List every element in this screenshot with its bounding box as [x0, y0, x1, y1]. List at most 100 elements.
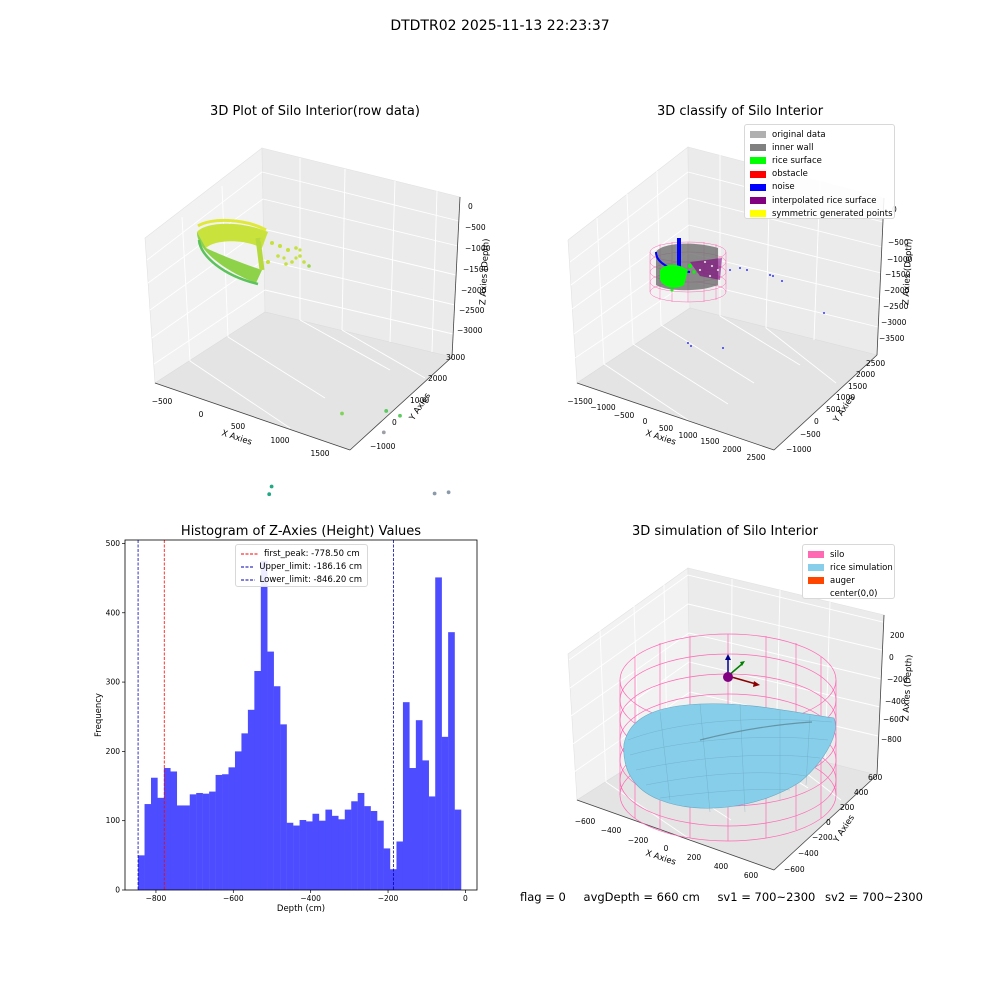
- panel1-ztick: −2500: [459, 306, 485, 315]
- legend-entry: original data: [750, 128, 889, 141]
- legend-label: rice simulation: [830, 562, 893, 573]
- panel1-xtick: −500: [152, 397, 173, 406]
- panel1-ztick: −3000: [457, 326, 483, 335]
- histogram-bar: [293, 825, 300, 890]
- panel1-ztick: 0: [468, 202, 473, 211]
- panel4-ytick: −200: [812, 833, 833, 842]
- panel4-xlabel: X Axies: [644, 848, 677, 867]
- panel2-ytick: 1500: [848, 382, 867, 391]
- legend-label: interpolated rice surface: [772, 195, 877, 206]
- legend-label: rice surface: [772, 155, 822, 166]
- xtick-label: −800: [146, 894, 167, 903]
- histogram-bar: [409, 768, 417, 890]
- histogram-bar: [441, 736, 449, 890]
- legend-entry: noise: [750, 181, 889, 194]
- legend-label: first_peak: -778.50 cm: [264, 548, 360, 559]
- histogram-bar: [247, 709, 255, 890]
- panel2-xtick: −1000: [590, 403, 616, 412]
- figure-suptitle: DTDTR02 2025-11-13 22:23:37: [390, 18, 610, 34]
- histogram-bar: [331, 815, 339, 890]
- histogram-bar: [209, 791, 216, 890]
- histogram-bar: [402, 702, 410, 890]
- panel2-legend: original data inner wall rice surface ob…: [744, 124, 895, 219]
- legend-entry: rice surface: [750, 154, 889, 167]
- panel1-scatter-points: [267, 409, 451, 497]
- panel4-rice-mesh: [627, 703, 833, 813]
- panel2-ztick: −2000: [884, 286, 910, 295]
- histogram-bar: [260, 560, 268, 890]
- panel2-ytick: −1000: [786, 445, 812, 454]
- histogram-bar: [144, 804, 152, 890]
- panel4-ytick: 400: [854, 788, 869, 797]
- panel1-xtick: 0: [199, 410, 204, 419]
- scatter-point: [381, 430, 386, 435]
- panel4-legend: silo rice simulation auger center(0,0): [802, 544, 895, 599]
- histogram-bar: [338, 819, 345, 890]
- histogram-ylabel: Frequency: [94, 693, 104, 737]
- panel4-ytick: −400: [798, 849, 819, 858]
- histogram-bar: [196, 792, 203, 890]
- ytick-label: 300: [106, 678, 121, 687]
- panel4-ylabel: Y Axies: [831, 813, 857, 846]
- legend-swatch: [750, 144, 766, 152]
- legend-swatch: [750, 197, 766, 205]
- legend-entry: Lower_limit: -846.20 cm: [241, 573, 362, 586]
- histogram-bar: [344, 809, 352, 890]
- legend-label: original data: [772, 129, 826, 140]
- panel4-ytick: 0: [826, 818, 831, 827]
- panel1-3d-axes: −500 0 500 1000 1500 −1000 0 1000 2000 3…: [144, 147, 492, 497]
- panel4-ztick: −200: [887, 675, 908, 684]
- panel2-xtick: −500: [614, 411, 635, 420]
- panel1-ztick: −2000: [461, 286, 487, 295]
- legend-entry: Upper_limit: -186.16 cm: [241, 560, 362, 573]
- histogram-bar: [286, 822, 294, 890]
- scatter-point: [269, 484, 274, 489]
- histogram-bar: [163, 768, 171, 890]
- ytick-label: 0: [115, 886, 120, 895]
- legend-swatch: [750, 210, 766, 218]
- panel2-noise-points: [687, 267, 825, 349]
- legend-entry: interpolated rice surface: [750, 194, 889, 207]
- histogram-bar: [351, 801, 358, 890]
- legend-swatch: [750, 170, 766, 178]
- histogram-frame: [124, 539, 478, 891]
- panel4-xtick: 400: [714, 862, 729, 871]
- status-avg-depth: avgDepth = 660 cm: [583, 890, 700, 904]
- legend-label: auger: [830, 575, 855, 586]
- legend-label: Upper_limit: -186.16 cm: [259, 561, 362, 572]
- legend-label: center(0,0): [830, 589, 878, 600]
- panel2-ytick: 1000: [836, 393, 855, 402]
- histogram-bar: [306, 821, 313, 890]
- panel1-xtick: 1500: [310, 449, 329, 458]
- panel2-xtick: 1000: [678, 431, 697, 440]
- legend-swatch: [750, 183, 766, 191]
- panel2-noise-column: [677, 238, 681, 276]
- status-line: flag = 0 avgDepth = 660 cm sv1 = 700~230…: [520, 890, 937, 904]
- scatter-point: [267, 492, 272, 497]
- panel2-zlabel: Z Axies (Depth): [901, 238, 914, 305]
- legend-entry: auger: [808, 574, 889, 587]
- panel1-point-cloud: [196, 218, 311, 286]
- panel4-rice-surface: [623, 703, 836, 809]
- panel2-ztick: −500: [888, 238, 909, 247]
- panel2-ytick: 2000: [856, 370, 875, 379]
- histogram-bar: [364, 806, 371, 890]
- legend-entry: inner wall: [750, 141, 889, 154]
- ytick-label: 100: [106, 816, 121, 825]
- histogram-bar: [299, 820, 307, 890]
- panel2-interpolated-surface: [690, 258, 722, 280]
- panel1-title: 3D Plot of Silo Interior(row data): [210, 104, 420, 119]
- panel2-sym-points: [698, 260, 720, 278]
- histogram-xticks: −800 −600 −400 −200 0: [146, 890, 468, 903]
- panel2-3d-axes: −1500 −1000 −500 0 500 1000 1500 2000 25…: [567, 146, 915, 462]
- panel1-ytick: 1000: [410, 396, 429, 405]
- legend-line-sample: [241, 566, 255, 568]
- scatter-point: [446, 490, 451, 495]
- histogram-bar: [215, 774, 223, 890]
- panel2-xtick: 2500: [746, 453, 765, 462]
- panel1-ztick: −1000: [465, 244, 491, 253]
- panel2-xtick: 2000: [722, 445, 741, 454]
- panel4-ytick: 600: [868, 773, 883, 782]
- histogram-bar: [267, 651, 274, 890]
- histogram-bar: [357, 792, 365, 890]
